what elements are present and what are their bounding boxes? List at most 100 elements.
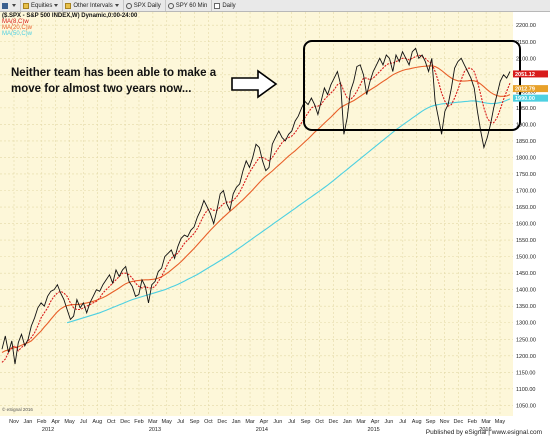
chevron-down-icon bbox=[12, 4, 16, 7]
x-tick-label: Dec bbox=[217, 419, 227, 425]
price-badge bbox=[513, 94, 548, 102]
y-tick-label: 1900.00 bbox=[516, 122, 536, 128]
x-tick-label: Dec bbox=[120, 419, 130, 425]
toolbar-equities-button[interactable]: Equities bbox=[21, 0, 64, 11]
x-tick-label: Aug bbox=[412, 419, 422, 425]
y-tick-label: 1350.00 bbox=[516, 304, 536, 310]
x-tick-label: Jan bbox=[343, 419, 352, 425]
toolbar-spy-60min-button[interactable]: SPY 60 Min bbox=[166, 0, 213, 11]
x-tick-label: May bbox=[162, 419, 173, 425]
y-tick-label: 1650.00 bbox=[516, 205, 536, 211]
x-tick-label: Jan bbox=[232, 419, 241, 425]
y-tick-label: 1150.00 bbox=[516, 370, 535, 376]
y-tick-label: 1950.00 bbox=[516, 106, 536, 112]
x-tick-label: Oct bbox=[204, 419, 213, 425]
x-tick-label: Feb bbox=[134, 419, 143, 425]
price-chart[interactable]: 1050.00 1100.00 1150.00 1200.00 1250.00 1300.… bbox=[0, 12, 550, 438]
x-year-label: 2013 bbox=[149, 427, 161, 433]
x-tick-label: Sep bbox=[190, 419, 200, 425]
price-badge bbox=[513, 85, 548, 93]
toolbar-label-daily: Daily bbox=[222, 2, 236, 9]
x-tick-label: Mar bbox=[481, 419, 491, 425]
y-tick-label: 1200.00 bbox=[516, 354, 536, 360]
x-tick-label: Aug bbox=[92, 419, 102, 425]
series-line-ma8cw bbox=[1, 54, 511, 363]
x-year-label: 2016 bbox=[479, 427, 491, 433]
clock-icon bbox=[167, 2, 174, 9]
toolbar-label-spy-60min: SPY 60 Min bbox=[175, 2, 208, 9]
x-tick-label: Dec bbox=[453, 419, 463, 425]
y-tick-label: 2200.00 bbox=[516, 23, 536, 29]
x-tick-label: Sep bbox=[426, 419, 436, 425]
watermark: © eSignal 2016 bbox=[2, 407, 33, 412]
chart-header: ($.SPX - S&P 500 INDEX,W) Dynamic,0:00-2… bbox=[2, 13, 137, 37]
menu-icon bbox=[2, 2, 8, 9]
y-tick-label: 1400.00 bbox=[516, 288, 536, 294]
series-line-price bbox=[1, 47, 511, 365]
y-tick-label: 1450.00 bbox=[516, 271, 536, 277]
chart-area[interactable]: 1050.00 1100.00 1150.00 1200.00 1250.00 1300.… bbox=[0, 12, 550, 438]
y-tick-label: 1100.00 bbox=[516, 387, 535, 393]
x-tick-label: Sep bbox=[301, 419, 311, 425]
x-tick-label: Apr bbox=[371, 419, 380, 425]
x-tick-label: May bbox=[64, 419, 75, 425]
grid bbox=[0, 12, 513, 416]
x-tick-label: Oct bbox=[107, 419, 116, 425]
x-tick-label: Mar bbox=[148, 419, 158, 425]
x-tick-label: Feb bbox=[467, 419, 476, 425]
x-tick-label: Apr bbox=[260, 419, 269, 425]
y-tick-label: 1600.00 bbox=[516, 222, 536, 228]
chevron-down-icon bbox=[54, 4, 59, 7]
y-tick-label: 1500.00 bbox=[516, 255, 536, 261]
price-badge-label: 1990.00 bbox=[515, 96, 535, 102]
toolbar-label-equities: Equities bbox=[31, 2, 53, 9]
clock-icon bbox=[125, 2, 132, 9]
toolbar-daily-button[interactable]: Daily bbox=[212, 0, 239, 11]
x-tick-label: May bbox=[495, 419, 506, 425]
x-tick-label: Jul bbox=[288, 419, 295, 425]
toolbar-label-other-intervals: Other Intervals bbox=[73, 2, 113, 9]
folder-icon bbox=[23, 2, 29, 9]
x-year-label: 2012 bbox=[42, 427, 54, 433]
x-tick-label: Jun bbox=[384, 419, 393, 425]
x-year-label: 2015 bbox=[368, 427, 380, 433]
toolbar-spx-daily-button[interactable]: SPX Daily bbox=[124, 0, 166, 11]
x-tick-label: Apr bbox=[51, 419, 60, 425]
legend-ma8: MA(8,C)w bbox=[2, 19, 29, 25]
annotation-line-1: Neither team has been able to make a bbox=[11, 67, 217, 79]
x-tick-label: Jun bbox=[273, 419, 282, 425]
checkbox-icon bbox=[214, 2, 221, 9]
footer-credit: Published by eSignal | www.esignal.com bbox=[425, 429, 542, 436]
y-tick-label: 2100.00 bbox=[516, 56, 536, 62]
price-badge-label: 2012.79 bbox=[515, 87, 535, 93]
x-tick-label: Nov bbox=[9, 419, 19, 425]
x-tick-label: Nov bbox=[440, 419, 450, 425]
x-tick-label: Jul bbox=[80, 419, 87, 425]
x-axis: Nov Jan Feb Apr May Jul Aug Oct Dec Feb Mar May Jul S… bbox=[9, 419, 505, 433]
y-tick-label: 1700.00 bbox=[516, 189, 536, 195]
toolbar-other-intervals-button[interactable]: Other Intervals bbox=[63, 0, 124, 11]
series-layer bbox=[1, 47, 511, 365]
x-tick-label: Feb bbox=[37, 419, 46, 425]
x-tick-label: Mar bbox=[356, 419, 366, 425]
annotation-line-2: move for almost two years now... bbox=[11, 83, 192, 95]
y-tick-label: 1850.00 bbox=[516, 139, 536, 145]
x-tick-label: Jan bbox=[23, 419, 32, 425]
x-tick-label: Dec bbox=[328, 419, 338, 425]
y-tick-label: 1750.00 bbox=[516, 172, 536, 178]
legend-ma20: MA(20,C)w bbox=[2, 25, 33, 31]
y-tick-label: 1550.00 bbox=[516, 238, 536, 244]
x-year-label: 2014 bbox=[256, 427, 268, 433]
y-tick-label: 2150.00 bbox=[516, 40, 536, 46]
legend-ma50: MA(50,C)w bbox=[2, 31, 33, 37]
price-badges: 2051.12 2012.79 1990.00 bbox=[513, 70, 548, 102]
x-tick-label: Jul bbox=[177, 419, 184, 425]
annotation-text: Neither team has been able to make a mov… bbox=[11, 65, 231, 97]
arrow-right-icon bbox=[231, 69, 278, 99]
y-tick-label: 1800.00 bbox=[516, 155, 536, 161]
series-line-ma20cw bbox=[1, 65, 511, 353]
y-tick-label: 2000.00 bbox=[516, 89, 536, 95]
toolbar-menu-button[interactable] bbox=[0, 0, 21, 11]
x-tick-label: Mar bbox=[245, 419, 255, 425]
y-tick-label: 1250.00 bbox=[516, 337, 536, 343]
